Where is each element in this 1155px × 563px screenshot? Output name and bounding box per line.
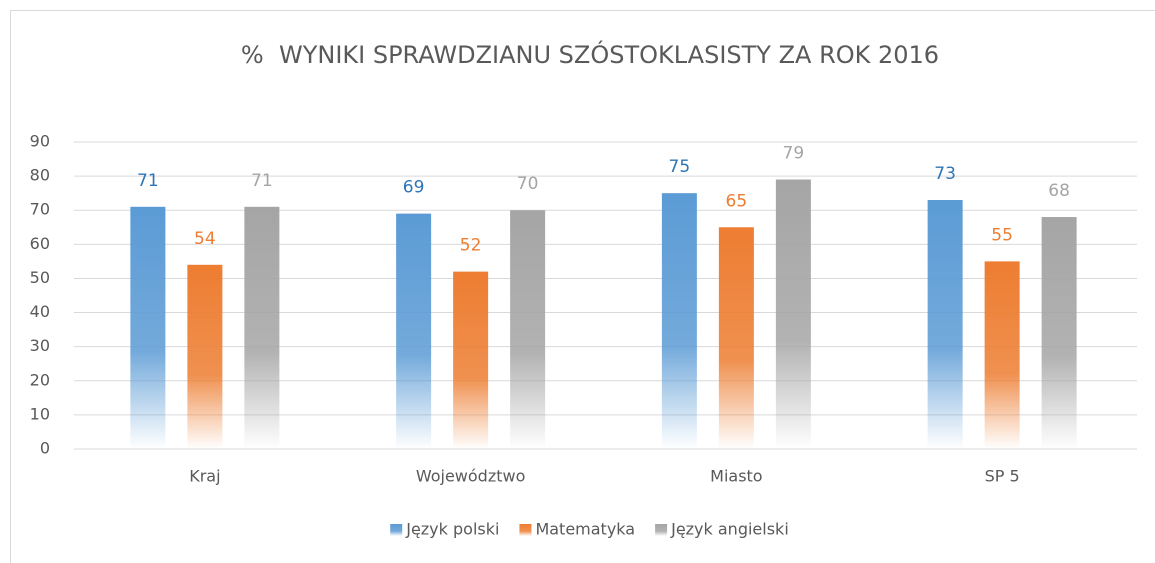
value-label: 75 xyxy=(669,157,691,177)
bar xyxy=(661,193,697,449)
value-label: 52 xyxy=(460,236,482,256)
y-tick-label: 0 xyxy=(40,439,50,458)
value-label: 79 xyxy=(783,144,805,164)
bar xyxy=(927,199,963,449)
x-tick-label: Kraj xyxy=(189,467,220,486)
bar xyxy=(396,213,432,449)
bar xyxy=(244,206,280,449)
legend-swatch xyxy=(390,524,403,536)
value-label: 71 xyxy=(137,171,159,191)
value-label: 54 xyxy=(194,229,216,249)
value-label: 71 xyxy=(251,171,273,191)
bar xyxy=(453,271,489,449)
y-tick-label: 60 xyxy=(30,234,50,253)
bar xyxy=(130,206,166,449)
legend-swatch xyxy=(519,524,532,536)
y-tick-label: 70 xyxy=(30,200,50,219)
y-tick-label: 90 xyxy=(30,132,50,151)
x-tick-label: Miasto xyxy=(710,467,762,486)
chart-title: % WYNIKI SPRAWDZIANU SZÓSTOKLASISTY ZA R… xyxy=(241,39,939,69)
y-tick-label: 20 xyxy=(30,370,50,389)
value-label: 73 xyxy=(934,164,956,184)
x-tick-label: SP 5 xyxy=(985,467,1020,486)
y-tick-label: 40 xyxy=(30,302,50,321)
legend-label: Język polski xyxy=(405,520,499,539)
value-label: 68 xyxy=(1048,181,1070,201)
legend-label: Język angielski xyxy=(670,520,789,539)
bar xyxy=(718,227,754,449)
y-tick-label: 10 xyxy=(30,404,50,423)
y-tick-label: 30 xyxy=(30,336,50,355)
x-tick-label: Województwo xyxy=(416,467,526,486)
y-tick-label: 80 xyxy=(30,166,50,185)
y-tick-label: 50 xyxy=(30,268,50,287)
bar xyxy=(510,210,546,449)
value-label: 70 xyxy=(517,174,539,194)
value-label: 55 xyxy=(991,225,1013,245)
value-label: 69 xyxy=(403,178,425,198)
value-label: 65 xyxy=(726,191,748,211)
chart-frame xyxy=(10,10,1155,563)
bar xyxy=(187,264,223,449)
legend-label: Matematyka xyxy=(535,520,635,539)
bar xyxy=(1041,217,1077,449)
legend-swatch xyxy=(655,524,668,536)
bar xyxy=(775,179,811,449)
bar xyxy=(984,261,1020,449)
